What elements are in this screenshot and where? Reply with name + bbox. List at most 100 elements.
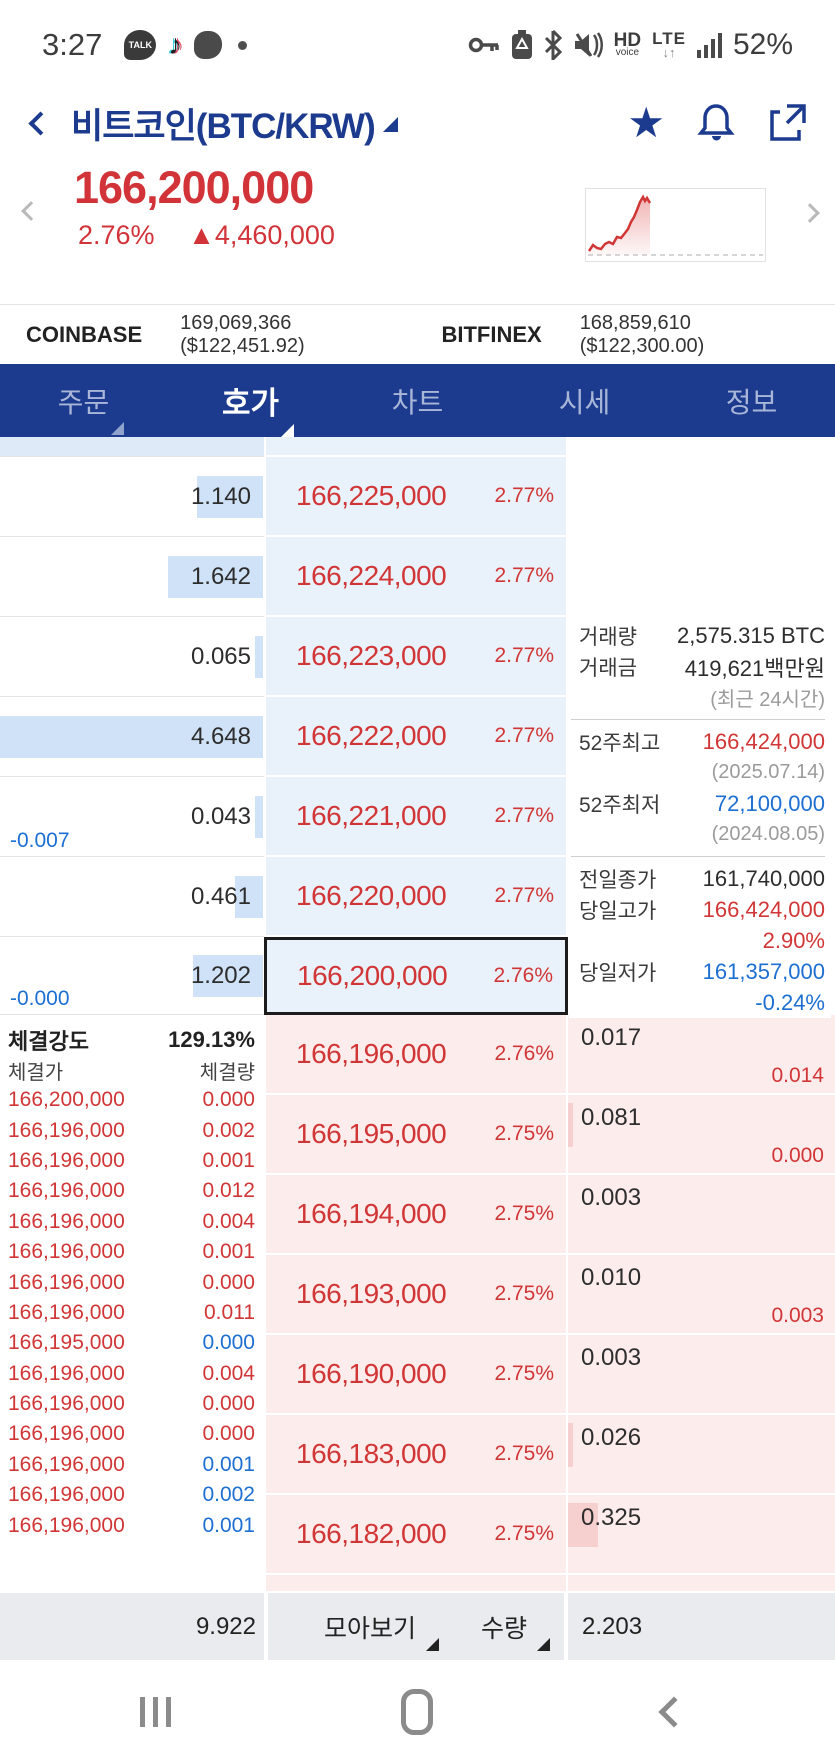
trade-row: 166,200,000 0.000 bbox=[8, 1088, 255, 1112]
ask-row: 1.140 166,225,000 2.77% bbox=[0, 457, 835, 537]
trade-row: 166,196,000 0.011 bbox=[8, 1300, 255, 1324]
bid-row: 166,193,000 2.75% 0.010 0.003 bbox=[0, 1255, 835, 1335]
change-percent: 2.76% bbox=[78, 220, 155, 250]
bid-qty-cell[interactable]: 0.081 0.000 bbox=[568, 1095, 835, 1175]
status-bar: 3:27 TALK ♪ HD voice LTE ↓↑ 52% bbox=[0, 0, 835, 90]
share-button[interactable] bbox=[767, 103, 807, 143]
ask-price-cell[interactable]: 166,225,000 2.77% bbox=[264, 457, 568, 537]
bid-price-cell[interactable]: 166,194,000 2.75% bbox=[264, 1175, 568, 1255]
trade-row: 166,196,000 0.000 bbox=[8, 1270, 255, 1294]
bid-qty-cell[interactable]: 0.003 bbox=[568, 1175, 835, 1255]
bid-qty-change: 0.000 bbox=[771, 1144, 824, 1167]
nav-back-button[interactable] bbox=[658, 1695, 690, 1728]
bid-row-partial bbox=[0, 1575, 835, 1593]
favorite-star-button[interactable]: ★ bbox=[627, 99, 665, 146]
bid-price-cell[interactable]: 166,183,000 2.75% bbox=[264, 1415, 568, 1495]
bid-qty-cell[interactable]: 0.026 bbox=[568, 1415, 835, 1495]
bid-qty-change: 0.014 bbox=[771, 1064, 824, 1087]
power-saving-icon bbox=[511, 30, 532, 59]
current-price-cell[interactable]: 166,200,000 2.76% bbox=[264, 937, 568, 1015]
trade-row: 166,196,000 0.001 bbox=[8, 1513, 255, 1537]
ask-qty-change: -0.000 bbox=[10, 987, 70, 1010]
week52-high-value: 166,424,000 bbox=[702, 728, 825, 754]
alert-bell-button[interactable] bbox=[697, 103, 735, 143]
trade-row: 166,196,000 0.002 bbox=[8, 1118, 255, 1142]
trade-row: 166,196,000 0.002 bbox=[8, 1483, 255, 1507]
ask-qty-cell[interactable]: 1.140 bbox=[0, 457, 264, 537]
prev-close-label: 전일종가 bbox=[579, 868, 657, 892]
tab-info[interactable]: 정보 bbox=[725, 386, 778, 418]
ask-qty-cell[interactable]: 0.461 bbox=[0, 857, 264, 937]
recents-button[interactable] bbox=[140, 1696, 171, 1727]
bid-price-cell[interactable]: 166,195,000 2.75% bbox=[264, 1095, 568, 1175]
bid-qty-cell[interactable]: 0.325 bbox=[568, 1495, 835, 1575]
week52-high-label: 52주최고 bbox=[579, 731, 661, 755]
back-button[interactable] bbox=[28, 110, 53, 136]
next-coin-chevron[interactable] bbox=[800, 203, 820, 223]
divider bbox=[571, 719, 825, 720]
tab-bar: 주문 호가 차트 시세 정보 bbox=[0, 364, 835, 437]
mini-price-chart[interactable] bbox=[585, 188, 766, 262]
more-notifications-dot bbox=[238, 40, 248, 50]
ask-row: 1.642 166,224,000 2.77% bbox=[0, 537, 835, 617]
exchange-name-bitfinex: BITFINEX bbox=[441, 321, 542, 347]
prev-close-value: 161,740,000 bbox=[702, 865, 825, 891]
bid-qty-cell[interactable]: 0.017 0.014 bbox=[568, 1015, 835, 1095]
bid-row: 166,196,000 2.76% 0.017 0.014 bbox=[0, 1015, 835, 1095]
day-low-label: 당일저가 bbox=[579, 961, 657, 985]
kakaotalk-notification-icon: TALK bbox=[124, 30, 157, 60]
bid-qty-cell[interactable]: 0.003 bbox=[568, 1335, 835, 1415]
tab-order-dropdown-icon bbox=[111, 421, 125, 435]
ask-qty-cell[interactable]: 0.065 bbox=[0, 617, 264, 697]
current-price: 166,200,000 bbox=[74, 162, 314, 213]
tab-quotes[interactable]: 호가 bbox=[167, 378, 334, 437]
unit-select-button[interactable]: 수량 bbox=[481, 1609, 550, 1651]
change-amount: 4,460,000 bbox=[214, 220, 335, 250]
ask-price-cell[interactable]: 166,224,000 2.77% bbox=[264, 537, 568, 617]
ask-qty-cell[interactable]: 1.202 -0.000 bbox=[0, 937, 264, 1015]
trades-panel: 체결강도 129.13% 체결가 체결량 166,200,000 0.000 16… bbox=[0, 1025, 263, 1541]
price-header: 166,200,000 2.76% ▲4,460,000 bbox=[0, 156, 835, 304]
ask-price-cell[interactable]: 166,221,000 2.77% bbox=[264, 777, 568, 857]
bid-price-cell[interactable]: 166,182,000 2.75% bbox=[264, 1495, 568, 1575]
title-bar: 비트코인(BTC/KRW) ★ bbox=[0, 90, 835, 156]
bid-row: 166,182,000 2.75% 0.325 bbox=[0, 1495, 835, 1575]
hd-voice-icon: HD voice bbox=[613, 30, 642, 58]
day-low-value: 161,357,000 bbox=[702, 958, 825, 984]
bid-row: 166,194,000 2.75% 0.003 bbox=[0, 1175, 835, 1255]
week52-low-date: (2024.08.05) bbox=[711, 823, 825, 845]
amount-label: 거래금 bbox=[579, 656, 637, 680]
ask-price-cell[interactable]: 166,220,000 2.77% bbox=[264, 857, 568, 937]
trade-row: 166,195,000 0.000 bbox=[8, 1331, 255, 1355]
tab-market[interactable]: 시세 bbox=[558, 386, 611, 418]
ask-qty-cell[interactable]: 4.648 bbox=[0, 697, 264, 777]
trade-row: 166,196,000 0.001 bbox=[8, 1240, 255, 1264]
week52-low-value: 72,100,000 bbox=[714, 790, 825, 816]
coin-dropdown-icon[interactable] bbox=[382, 116, 398, 132]
trade-row: 166,196,000 0.000 bbox=[8, 1422, 255, 1446]
divider bbox=[571, 856, 825, 857]
bid-price-cell[interactable]: 166,193,000 2.75% bbox=[264, 1255, 568, 1335]
ask-qty-cell[interactable]: 1.642 bbox=[0, 537, 264, 617]
ask-price-cell[interactable]: 166,222,000 2.77% bbox=[264, 697, 568, 777]
volume-label: 거래량 bbox=[579, 625, 637, 649]
ask-qty-cell[interactable]: 0.043 -0.007 bbox=[0, 777, 264, 857]
trade-row: 166,196,000 0.004 bbox=[8, 1209, 255, 1233]
android-nav-bar bbox=[0, 1660, 835, 1763]
market-info-panel: 거래량 2,575.315 BTC 거래금 419,621백만원 (최근 24시간)… bbox=[569, 620, 831, 1018]
page-title[interactable]: 비트코인(BTC/KRW) bbox=[71, 106, 376, 146]
bid-qty-cell[interactable]: 0.010 0.003 bbox=[568, 1255, 835, 1335]
group-view-button[interactable]: 모아보기 bbox=[324, 1609, 440, 1651]
bid-row: 166,183,000 2.75% 0.026 bbox=[0, 1415, 835, 1495]
tab-chart[interactable]: 차트 bbox=[391, 386, 444, 418]
day-high-pct: 2.90% bbox=[762, 927, 825, 953]
coinbase-price: 169,069,366 ($122,451.92) bbox=[180, 311, 305, 357]
home-button[interactable] bbox=[401, 1688, 433, 1735]
trade-row: 166,196,000 0.001 bbox=[8, 1452, 255, 1476]
tab-order[interactable]: 주문 bbox=[0, 381, 167, 435]
bid-price-cell[interactable]: 166,190,000 2.75% bbox=[264, 1335, 568, 1415]
prev-coin-chevron[interactable] bbox=[21, 201, 41, 221]
mute-vibrate-icon bbox=[574, 32, 603, 58]
bid-price-cell[interactable]: 166,196,000 2.76% bbox=[264, 1015, 568, 1095]
ask-price-cell[interactable]: 166,223,000 2.77% bbox=[264, 617, 568, 697]
